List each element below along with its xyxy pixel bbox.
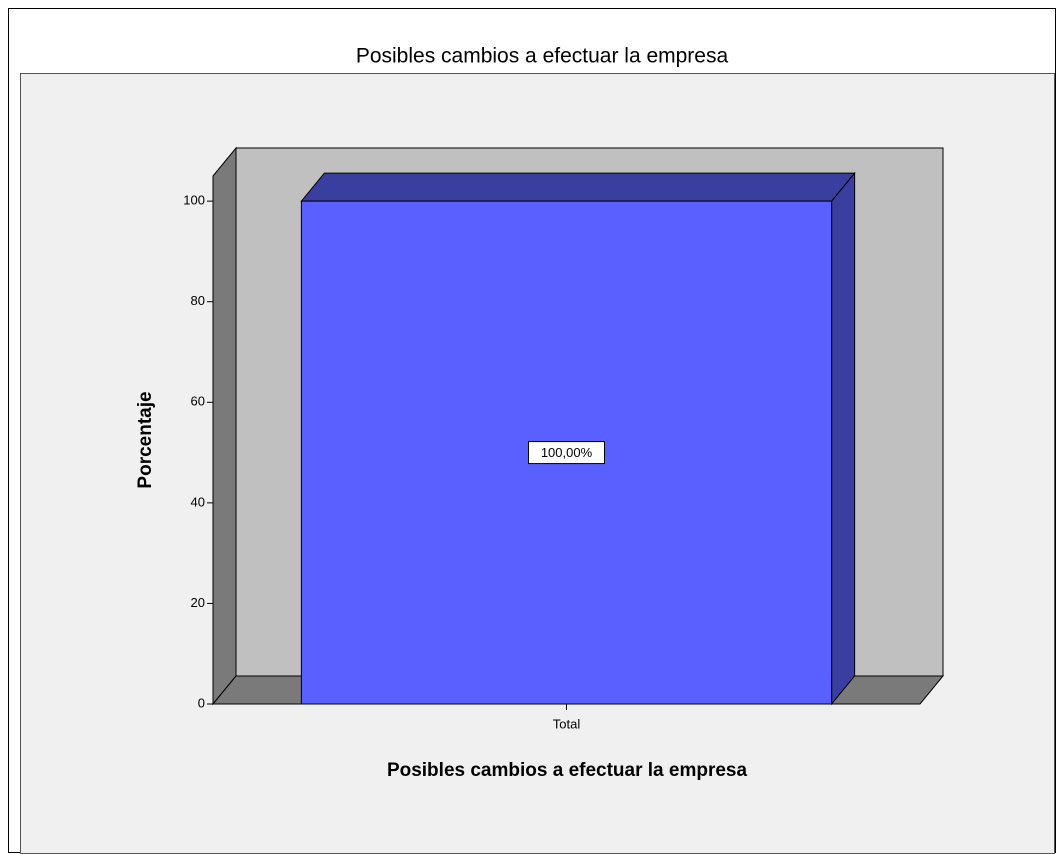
chart-title: Posibles cambios a efectuar la empresa (356, 45, 729, 68)
y-axis-label: Porcentaje (135, 391, 156, 488)
y-tick-label: 80 (191, 293, 205, 308)
x-axis-label: Posibles cambios a efectuar la empresa (387, 760, 748, 781)
bar-top (300, 172, 856, 202)
y-tick-label: 0 (198, 695, 205, 710)
side-wall (212, 146, 237, 706)
value-label: 100,00% (541, 445, 593, 460)
y-tick-label: 40 (191, 494, 205, 509)
x-tick-label: Total (553, 716, 581, 731)
y-tick-label: 60 (191, 394, 205, 409)
y-tick-label: 100 (183, 193, 205, 208)
y-tick-label: 20 (191, 595, 205, 610)
value-label-box (528, 441, 605, 465)
bar-side (831, 171, 856, 706)
